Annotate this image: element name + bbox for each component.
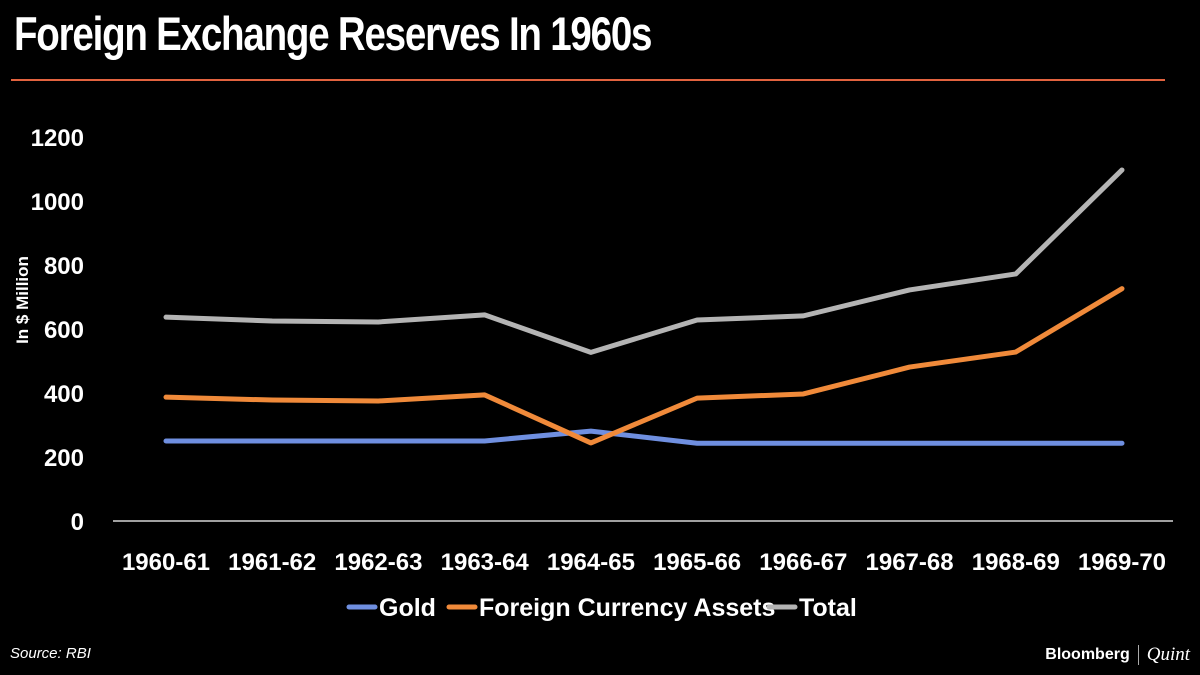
source-note: Source: RBI xyxy=(10,645,91,662)
x-tick-label: 1964-65 xyxy=(547,549,635,576)
title-divider xyxy=(11,79,1165,81)
series-lines xyxy=(163,167,1125,446)
legend-label: Total xyxy=(799,594,857,622)
x-tick-label: 1960-61 xyxy=(122,549,210,576)
legend-label: Foreign Currency Assets xyxy=(479,594,775,622)
series-line-gold xyxy=(163,428,1125,446)
y-tick-label: 0 xyxy=(71,509,84,536)
x-tick-label: 1961-62 xyxy=(228,549,316,576)
x-tick-label: 1966-67 xyxy=(759,549,847,576)
y-axis-ticks: 0 200 400 600 800 1000 1200 xyxy=(31,125,84,536)
x-axis-ticks: 1960-61 1961-62 1962-63 1963-64 1964-65 1965-… xyxy=(122,549,1166,576)
brand-bloomberg: Bloomberg xyxy=(1045,646,1130,663)
y-tick-label: 1000 xyxy=(31,189,84,216)
x-tick-label: 1968-69 xyxy=(972,549,1060,576)
brand-quint: Quint xyxy=(1146,644,1190,665)
x-tick-label: 1967-68 xyxy=(866,549,954,576)
chart-title: Foreign Exchange Reserves In 1960s xyxy=(14,7,652,60)
y-tick-label: 200 xyxy=(44,445,84,472)
x-tick-label: 1963-64 xyxy=(441,549,530,576)
x-tick-label: 1965-66 xyxy=(653,549,741,576)
x-tick-label: 1969-70 xyxy=(1078,549,1166,576)
legend: Gold Foreign Currency Assets Total xyxy=(346,594,857,622)
brand-separator xyxy=(1137,645,1139,665)
y-tick-label: 1200 xyxy=(31,125,84,152)
y-tick-label: 400 xyxy=(44,381,84,408)
x-tick-label: 1962-63 xyxy=(334,549,422,576)
legend-label: Gold xyxy=(379,594,436,622)
y-tick-label: 600 xyxy=(44,317,84,344)
brand-logo: Bloomberg Quint xyxy=(1045,644,1190,666)
series-line-foreign-currency-assets xyxy=(163,286,1125,446)
series-line-total xyxy=(163,167,1125,355)
y-axis-label: In $ Million xyxy=(13,256,32,344)
y-tick-label: 800 xyxy=(44,253,84,280)
